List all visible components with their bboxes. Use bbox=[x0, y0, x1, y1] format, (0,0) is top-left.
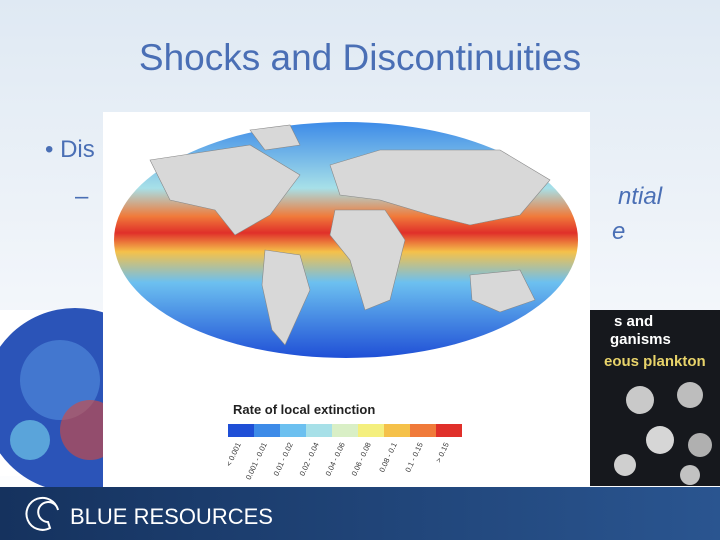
legend-swatch bbox=[306, 424, 332, 437]
sub-bullet-text: e bbox=[612, 218, 625, 245]
logo bbox=[25, 496, 59, 531]
legend-swatch bbox=[358, 424, 384, 437]
image-text: s and bbox=[614, 313, 653, 330]
sub-bullet-text: ntial bbox=[618, 183, 663, 210]
image-text: ganisms bbox=[610, 331, 671, 348]
brand: BLUE RESOURCES bbox=[70, 504, 273, 529]
legend-swatch bbox=[410, 424, 436, 437]
title: Shocks and Discontinuities bbox=[139, 37, 581, 78]
legend-swatch bbox=[384, 424, 410, 437]
bullet: • Dis bbox=[45, 136, 95, 163]
legend-swatch bbox=[332, 424, 358, 437]
map-image: Rate of local extinction < 0.001 0.001 - … bbox=[103, 112, 590, 487]
legend-swatch bbox=[280, 424, 306, 437]
legend-swatch bbox=[254, 424, 280, 437]
sub-bullet-dash: – bbox=[75, 183, 89, 210]
legend-title: Rate of local extinction bbox=[233, 402, 375, 417]
right-image: s and ganisms eous plankton bbox=[590, 310, 720, 486]
legend-swatch bbox=[436, 424, 462, 437]
image-text: eous plankton bbox=[604, 353, 706, 370]
footer: BLUE RESOURCES bbox=[0, 487, 720, 540]
legend-swatch bbox=[228, 424, 254, 437]
